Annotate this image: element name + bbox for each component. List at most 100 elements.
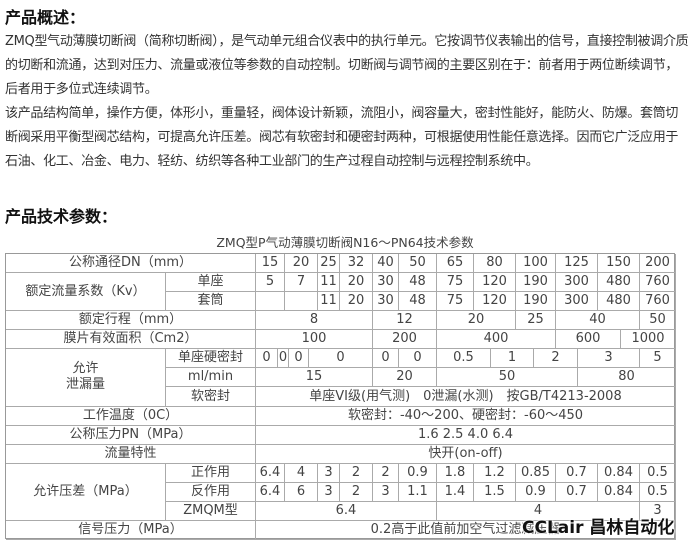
- stroke-label: 额定行程（mm）: [6, 311, 256, 331]
- kv-single-value: 11: [318, 273, 340, 293]
- leakage-unit-value: 20: [373, 368, 437, 388]
- specs-heading: 产品技术参数：: [5, 207, 118, 226]
- kv-sleeve-value: 120: [474, 292, 516, 312]
- dp-zmqm-label: ZMQM型: [166, 501, 256, 521]
- area-label: 膜片有效面积（Cm2）: [6, 330, 256, 350]
- dp-reverse-value: 1.1: [399, 482, 437, 502]
- dn-value: 20: [285, 254, 318, 274]
- leakage-hard-value: 3: [578, 349, 640, 369]
- dn-value: 125: [556, 254, 598, 274]
- leakage-hard-value: 0: [289, 349, 309, 369]
- dn-value: 40: [373, 254, 399, 274]
- dp-forward-value: 4: [285, 463, 318, 483]
- kv-single-value: 480: [598, 273, 640, 293]
- kv-sleeve-label: 套筒: [166, 292, 256, 312]
- dn-value: 50: [399, 254, 437, 274]
- dp-reverse-value: 6.4: [256, 482, 285, 502]
- kv-single-value: 300: [556, 273, 598, 293]
- kv-single-value: 5: [256, 273, 285, 293]
- dp-forward-value: 0.7: [556, 463, 598, 483]
- temperature-value: 软密封：-40～200、硬密封：-60～450: [256, 406, 676, 426]
- leakage-unit-value: 15: [256, 368, 373, 388]
- dp-forward-value: 0.84: [598, 463, 640, 483]
- kv-sleeve-value: 300: [556, 292, 598, 312]
- leakage-hard-value: 0: [399, 349, 437, 369]
- pressure-label: 公称压力PN（MPa）: [6, 425, 256, 445]
- leakage-soft-value: 单座VI级(用气测) 0泄漏(水测) 按GB/T4213-2008: [256, 387, 676, 407]
- leakage-hard-value: 0.5: [437, 349, 491, 369]
- overview-paragraph-2: 该产品结构简单，操作方便，体形小，重量轻，阀体设计新颖，流阻小，阀容量大，密封性…: [5, 106, 679, 169]
- signal-value: 0.2高于此值前加空气过滤减压器: [256, 520, 676, 541]
- overview-paragraph-1: ZMQ型气动薄膜切断阀（简称切断阀），是气动单元组合仪表中的执行单元。它按调节仪…: [5, 34, 689, 97]
- kv-sleeve-value: 760: [640, 292, 676, 312]
- leakage-hard-label: 单座硬密封: [166, 349, 256, 369]
- dp-reverse-value: 0.7: [556, 482, 598, 502]
- leakage-unit-label: ml/min: [166, 368, 256, 388]
- dn-value: 100: [516, 254, 556, 274]
- overview-heading: 产品概述：: [5, 8, 86, 27]
- stroke-value: 12: [373, 311, 437, 331]
- kv-single-value: 30: [373, 273, 399, 293]
- kv-sleeve-value: 480: [598, 292, 640, 312]
- area-value: 1000: [621, 330, 676, 350]
- leakage-hard-value: 0: [278, 349, 289, 369]
- dn-value: 150: [598, 254, 640, 274]
- dp-forward-value: 0.9: [399, 463, 437, 483]
- dp-zmqm-value: 3: [640, 501, 676, 521]
- dp-reverse-value: 0.84: [598, 482, 640, 502]
- dp-reverse-value: 1.5: [474, 482, 516, 502]
- flow-label: 流量特性: [6, 444, 256, 464]
- leakage-label: 允许 泄漏量: [6, 349, 166, 407]
- dn-value: 200: [640, 254, 676, 274]
- dp-forward-value: 2: [373, 463, 399, 483]
- signal-label: 信号压力（MPa）: [6, 520, 256, 541]
- dp-forward-label: 正作用: [166, 463, 256, 483]
- leakage-hard-value: 2: [534, 349, 578, 369]
- leakage-label-line: 允许: [72, 361, 99, 377]
- dp-label: 允许压差（MPa）: [6, 463, 166, 521]
- dp-forward-value: 2: [340, 463, 373, 483]
- dp-reverse-value: 3: [318, 482, 340, 502]
- area-value: 200: [373, 330, 437, 350]
- leakage-hard-value: 0: [373, 349, 399, 369]
- dp-zmqm-value: 4: [437, 501, 640, 521]
- area-value: 100: [256, 330, 373, 350]
- kv-sleeve-value: 20: [340, 292, 373, 312]
- kv-sleeve-value: 11: [318, 292, 340, 312]
- kv-sleeve-value: 30: [373, 292, 399, 312]
- kv-single-label: 单座: [166, 273, 256, 293]
- dp-reverse-value: 2: [340, 482, 373, 502]
- kv-sleeve-value: [256, 292, 285, 312]
- pressure-value: 1.6 2.5 4.0 6.4: [256, 425, 676, 445]
- kv-sleeve-value: 75: [437, 292, 474, 312]
- stroke-value: 50: [640, 311, 676, 331]
- dp-forward-value: 1.2: [474, 463, 516, 483]
- leakage-hard-value: 5: [640, 349, 676, 369]
- kv-sleeve-value: [285, 292, 318, 312]
- temperature-label: 工作温度（0C）: [6, 406, 256, 426]
- dp-zmqm-value: 6.4: [256, 501, 437, 521]
- dp-forward-value: 0.5: [640, 463, 676, 483]
- dp-forward-value: 0.85: [516, 463, 556, 483]
- watermark-logo: CCLair 昌林自动化: [522, 518, 675, 538]
- kv-single-value: 120: [474, 273, 516, 293]
- area-value: 600: [556, 330, 621, 350]
- dp-forward-value: 6.4: [256, 463, 285, 483]
- dn-value: 15: [256, 254, 285, 274]
- flow-value: 快开(on-off): [256, 444, 676, 464]
- area-value: 400: [437, 330, 556, 350]
- dp-reverse-value: 0.9: [516, 482, 556, 502]
- leakage-soft-label: 软密封: [166, 387, 256, 407]
- leakage-hard-value: 0: [309, 349, 373, 369]
- dp-forward-value: 3: [318, 463, 340, 483]
- kv-single-value: 48: [399, 273, 437, 293]
- kv-single-value: 7: [285, 273, 318, 293]
- table-title: ZMQ型P气动薄膜切断阀N16～PN64技术参数: [216, 235, 474, 250]
- kv-single-value: 760: [640, 273, 676, 293]
- dp-reverse-value: 6: [285, 482, 318, 502]
- dn-value: 32: [340, 254, 373, 274]
- dn-value: 65: [437, 254, 474, 274]
- kv-sleeve-value: 190: [516, 292, 556, 312]
- dp-reverse-value: 3: [373, 482, 399, 502]
- leakage-hard-value: 0: [256, 349, 278, 369]
